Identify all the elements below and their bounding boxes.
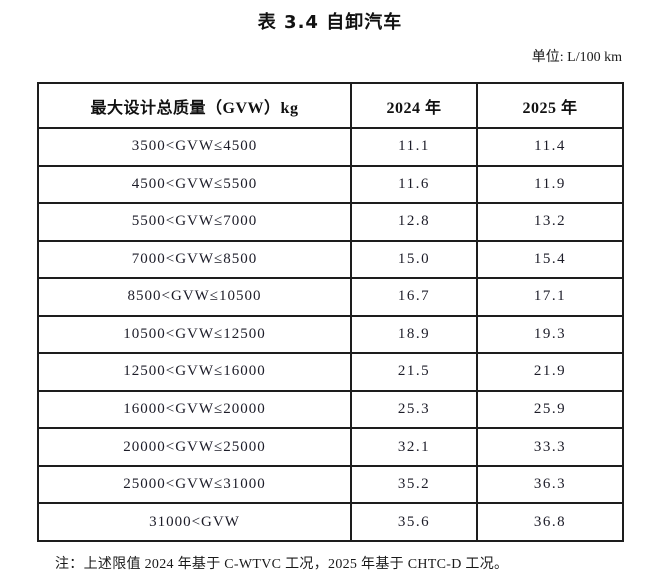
gvw-range-cell: 10500<GVW≤12500 bbox=[37, 314, 352, 355]
table-row: 10500<GVW≤12500 18.9 19.3 bbox=[37, 314, 624, 355]
gvw-range-cell: 8500<GVW≤10500 bbox=[37, 277, 352, 317]
limit-2025-cell: 25.9 bbox=[476, 389, 624, 430]
column-header-gvw: 最大设计总质量（GVW）kg bbox=[37, 82, 352, 129]
gvw-range-cell: 4500<GVW≤5500 bbox=[37, 164, 352, 205]
gvw-range-cell: 31000<GVW bbox=[37, 502, 352, 542]
limit-2024-cell: 18.9 bbox=[350, 314, 478, 355]
limit-2024-cell: 11.6 bbox=[350, 164, 478, 205]
header-row: 最大设计总质量（GVW）kg 2024 年 2025 年 bbox=[37, 82, 624, 129]
column-header-2025: 2025 年 bbox=[476, 82, 624, 129]
table-row: 7000<GVW≤8500 15.0 15.4 bbox=[37, 239, 624, 280]
gvw-range-cell: 25000<GVW≤31000 bbox=[37, 464, 352, 505]
gvw-range-cell: 16000<GVW≤20000 bbox=[37, 389, 352, 430]
gvw-range-cell: 20000<GVW≤25000 bbox=[37, 427, 352, 467]
limit-2025-cell: 11.4 bbox=[476, 127, 624, 167]
limit-2025-cell: 36.3 bbox=[476, 464, 624, 505]
limit-2025-cell: 33.3 bbox=[476, 427, 624, 467]
table-row: 25000<GVW≤31000 35.2 36.3 bbox=[37, 464, 624, 505]
limit-2024-cell: 16.7 bbox=[350, 277, 478, 317]
limit-2025-cell: 11.9 bbox=[476, 164, 624, 205]
gvw-range-cell: 5500<GVW≤7000 bbox=[37, 202, 352, 242]
gvw-range-cell: 12500<GVW≤16000 bbox=[37, 352, 352, 392]
limit-2024-cell: 25.3 bbox=[350, 389, 478, 430]
limit-2024-cell: 35.6 bbox=[350, 502, 478, 542]
limit-2025-cell: 21.9 bbox=[476, 352, 624, 392]
limit-2025-cell: 36.8 bbox=[476, 502, 624, 542]
limit-2024-cell: 12.8 bbox=[350, 202, 478, 242]
gvw-range-cell: 3500<GVW≤4500 bbox=[37, 127, 352, 167]
limit-2024-cell: 32.1 bbox=[350, 427, 478, 467]
limit-2024-cell: 15.0 bbox=[350, 239, 478, 280]
table-row: 8500<GVW≤10500 16.7 17.1 bbox=[37, 277, 624, 317]
limit-2025-cell: 15.4 bbox=[476, 239, 624, 280]
table-row: 20000<GVW≤25000 32.1 33.3 bbox=[37, 427, 624, 467]
table-body: 3500<GVW≤4500 11.1 11.4 4500<GVW≤5500 11.6 11… bbox=[37, 127, 624, 542]
limit-2024-cell: 35.2 bbox=[350, 464, 478, 505]
gvw-range-cell: 7000<GVW≤8500 bbox=[37, 239, 352, 280]
footnote: 注：上述限值 2024 年基于 C-WTVC 工况，2025 年基于 CHTC-… bbox=[55, 557, 509, 572]
table-row: 16000<GVW≤20000 25.3 25.9 bbox=[37, 389, 624, 430]
limit-2024-cell: 21.5 bbox=[350, 352, 478, 392]
table-row: 5500<GVW≤7000 12.8 13.2 bbox=[37, 202, 624, 242]
column-header-2024: 2024 年 bbox=[350, 82, 478, 129]
table-row: 31000<GVW 35.6 36.8 bbox=[37, 502, 624, 542]
limit-2024-cell: 11.1 bbox=[350, 127, 478, 167]
table-row: 3500<GVW≤4500 11.1 11.4 bbox=[37, 127, 624, 167]
table-row: 4500<GVW≤5500 11.6 11.9 bbox=[37, 164, 624, 205]
fuel-limit-table: 最大设计总质量（GVW）kg 2024 年 2025 年 3500<GVW≤45… bbox=[37, 82, 624, 542]
limit-2025-cell: 13.2 bbox=[476, 202, 624, 242]
limit-2025-cell: 19.3 bbox=[476, 314, 624, 355]
unit-label: 单位: L/100 km bbox=[531, 50, 622, 65]
limit-2025-cell: 17.1 bbox=[476, 277, 624, 317]
table-title: 表 3.4 自卸汽车 bbox=[257, 12, 403, 33]
table-row: 12500<GVW≤16000 21.5 21.9 bbox=[37, 352, 624, 392]
